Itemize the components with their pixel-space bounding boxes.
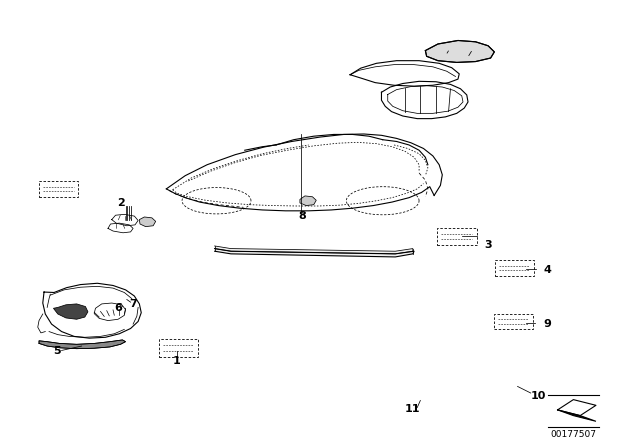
Text: 1: 1 <box>173 356 181 366</box>
FancyBboxPatch shape <box>436 228 477 245</box>
Polygon shape <box>300 196 316 206</box>
Polygon shape <box>140 217 156 227</box>
FancyBboxPatch shape <box>495 260 534 276</box>
Text: 5: 5 <box>52 346 60 356</box>
Text: 3: 3 <box>484 240 492 250</box>
Polygon shape <box>54 304 88 319</box>
FancyBboxPatch shape <box>39 181 78 197</box>
Text: 6: 6 <box>114 303 122 313</box>
Text: 9: 9 <box>543 319 551 329</box>
Text: 7: 7 <box>129 299 137 309</box>
Polygon shape <box>214 246 414 257</box>
FancyBboxPatch shape <box>159 339 198 357</box>
Polygon shape <box>39 340 125 349</box>
Text: 2: 2 <box>116 198 124 208</box>
FancyBboxPatch shape <box>493 314 532 329</box>
Text: 8: 8 <box>299 211 307 221</box>
Text: 10: 10 <box>531 391 546 401</box>
Polygon shape <box>557 410 596 421</box>
Text: 11: 11 <box>405 404 420 414</box>
Text: 00177507: 00177507 <box>550 430 596 439</box>
Polygon shape <box>426 40 494 62</box>
Text: 4: 4 <box>543 265 551 275</box>
